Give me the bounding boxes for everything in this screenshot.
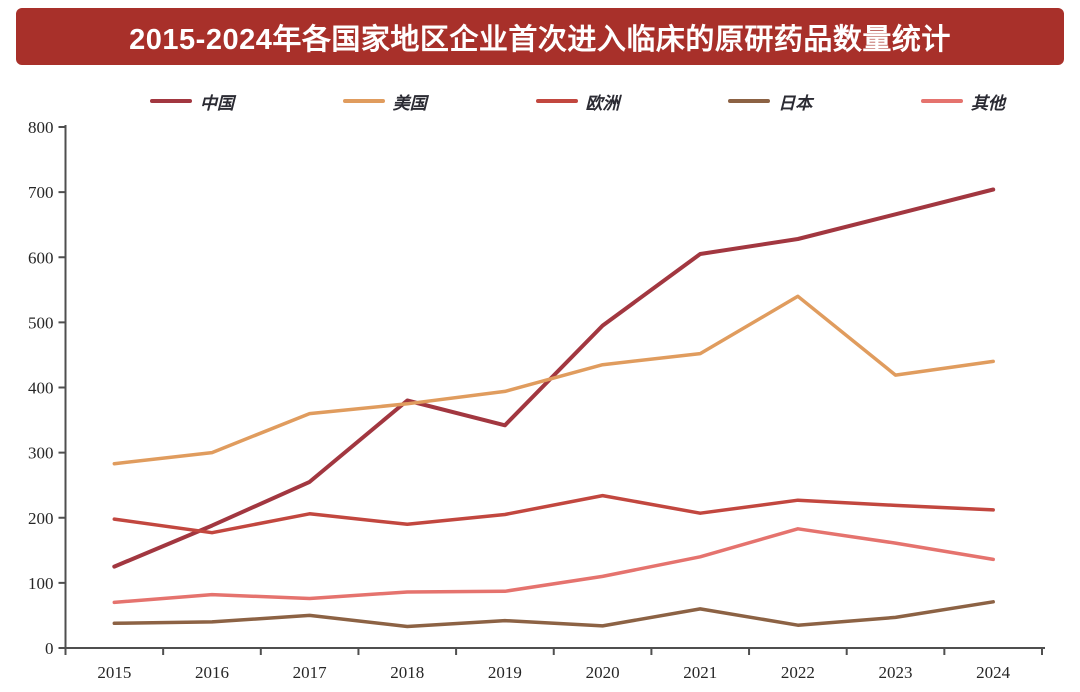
y-axis-tick-label: 600 bbox=[28, 248, 54, 267]
chart-title-bar: 2015-2024年各国家地区企业首次进入临床的原研药品数量统计 bbox=[16, 8, 1064, 65]
legend-item-other: 其他 bbox=[921, 89, 1005, 114]
legend-label-usa: 美国 bbox=[392, 93, 427, 113]
series-line-china bbox=[112, 187, 996, 569]
x-axis-tick-label: 2018 bbox=[390, 663, 424, 682]
x-axis-tick-label: 2020 bbox=[586, 663, 620, 682]
europe-line-swatch bbox=[535, 99, 578, 103]
x-axis-tick-label: 2016 bbox=[195, 663, 229, 682]
y-axis-tick-label: 300 bbox=[28, 444, 54, 463]
series-line-europe bbox=[112, 493, 995, 535]
y-axis-tick-label: 200 bbox=[28, 509, 54, 528]
usa-line-swatch bbox=[342, 99, 385, 103]
legend-item-europe: 欧洲 bbox=[535, 89, 620, 114]
legend-label-japan: 日本 bbox=[778, 93, 813, 113]
y-axis-tick-label: 100 bbox=[28, 574, 54, 593]
legend-item-china: 中国 bbox=[150, 89, 234, 114]
y-axis-tick-label: 800 bbox=[28, 118, 54, 137]
chart-title: 2015-2024年各国家地区企业首次进入临床的原研药品数量统计 bbox=[129, 23, 951, 56]
legend: 中国 美国 欧洲 日本 其他 bbox=[150, 89, 1005, 114]
x-axis-tick-label: 2022 bbox=[781, 663, 815, 682]
x-axis-tick-label: 2024 bbox=[976, 663, 1011, 682]
line-chart-canvas: 0 100 200 300 400 500 600 700 800 2015 2016 2017 201… bbox=[28, 118, 1045, 682]
x-axis-tick-label: 2019 bbox=[488, 663, 522, 682]
legend-label-other: 其他 bbox=[971, 93, 1005, 113]
legend-item-japan: 日本 bbox=[728, 89, 812, 114]
y-axis-tick-label: 0 bbox=[45, 639, 54, 658]
x-axis-tick-label: 2017 bbox=[293, 663, 328, 682]
x-axis-tick-label: 2023 bbox=[879, 663, 913, 682]
x-axis-tick-label: 2015 bbox=[97, 663, 131, 682]
y-axis-tick-label: 700 bbox=[28, 183, 54, 202]
legend-label-europe: 欧洲 bbox=[585, 93, 620, 113]
legend-item-usa: 美国 bbox=[342, 89, 427, 114]
china-line-swatch bbox=[150, 99, 192, 103]
japan-line-swatch bbox=[728, 99, 771, 103]
other-line-swatch bbox=[921, 99, 963, 103]
series-line-japan bbox=[112, 600, 995, 629]
legend-label-china: 中国 bbox=[200, 93, 234, 113]
y-axis-tick-label: 500 bbox=[28, 313, 54, 332]
series-line-usa bbox=[112, 294, 995, 466]
y-axis-tick-label: 400 bbox=[28, 379, 54, 398]
x-axis-tick-label: 2021 bbox=[683, 663, 717, 682]
series-line-other bbox=[112, 527, 995, 605]
